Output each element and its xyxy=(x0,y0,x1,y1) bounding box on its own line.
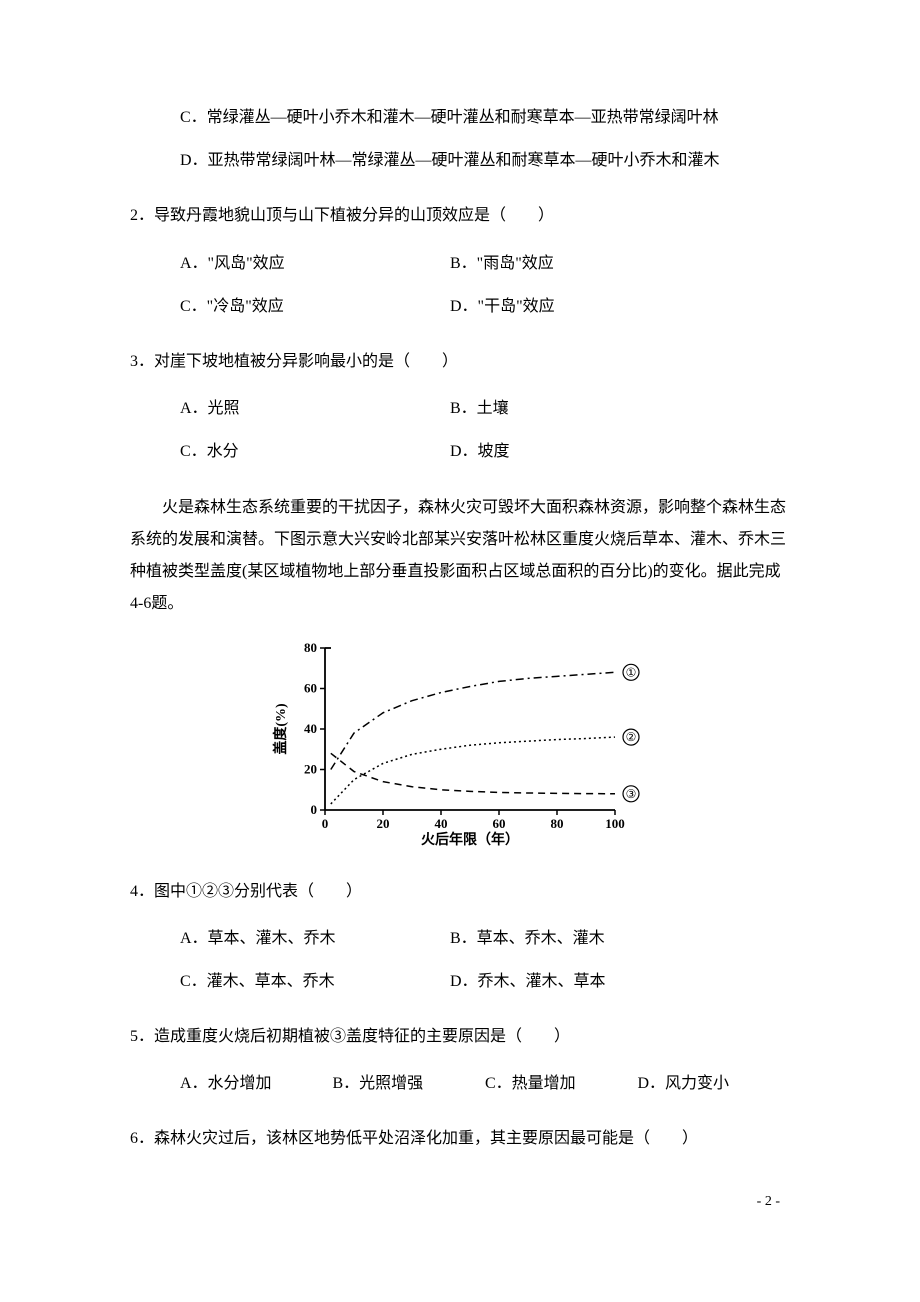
q2-option-c: C．"冷岛"效应 xyxy=(180,289,450,324)
q4-option-d: D．乔木、灌木、草本 xyxy=(450,964,606,999)
svg-text:80: 80 xyxy=(304,640,317,655)
svg-text:②: ② xyxy=(626,730,637,744)
question-5-stem: 5．造成重度火烧后初期植被③盖度特征的主要原因是（ ） xyxy=(130,1019,790,1054)
q2-option-d: D．"干岛"效应 xyxy=(450,289,555,324)
svg-text:40: 40 xyxy=(435,816,448,831)
continued-option-c: C．常绿灌丛—硬叶小乔木和灌木—硬叶灌丛和耐寒草本—亚热带常绿阔叶林 xyxy=(130,100,790,135)
question-3-options-row-1: A．光照 B．土壤 xyxy=(130,391,790,426)
q3-option-a: A．光照 xyxy=(180,391,450,426)
passage-text: 火是森林生态系统重要的干扰因子，森林火灾可毁坏大面积森林资源，影响整个森林生态系… xyxy=(130,492,790,620)
page-number: - 2 - xyxy=(130,1187,790,1218)
question-4-options-row-2: C．灌木、草本、乔木 D．乔木、灌木、草本 xyxy=(130,964,790,999)
coverage-chart: 0 20 40 60 80 100 0 20 40 60 80 盖度(%) 火后年限（年） ① ② ③ xyxy=(130,638,790,848)
q3-option-b: B．土壤 xyxy=(450,391,509,426)
svg-text:①: ① xyxy=(626,665,637,679)
svg-text:100: 100 xyxy=(605,816,625,831)
continued-option-d: D．亚热带常绿阔叶林—常绿灌丛—硬叶灌丛和耐寒草本—硬叶小乔木和灌木 xyxy=(130,143,790,178)
page-content: C．常绿灌丛—硬叶小乔木和灌木—硬叶灌丛和耐寒草本—亚热带常绿阔叶林 D．亚热带… xyxy=(0,0,920,1267)
svg-text:盖度(%): 盖度(%) xyxy=(272,703,289,755)
q4-option-a: A．草本、灌木、乔木 xyxy=(180,921,450,956)
question-3-stem: 3．对崖下坡地植被分异影响最小的是（ ） xyxy=(130,344,790,379)
svg-text:0: 0 xyxy=(322,816,329,831)
q5-option-b: B．光照增强 xyxy=(333,1066,486,1101)
question-4-stem: 4．图中①②③分别代表（ ） xyxy=(130,874,790,909)
question-2-options-row-1: A．"风岛"效应 B．"雨岛"效应 xyxy=(130,246,790,281)
svg-text:60: 60 xyxy=(493,816,506,831)
svg-text:60: 60 xyxy=(304,680,317,695)
svg-text:20: 20 xyxy=(377,816,390,831)
q3-option-d: D．坡度 xyxy=(450,434,510,469)
q2-option-a: A．"风岛"效应 xyxy=(180,246,450,281)
q5-option-d: D．风力变小 xyxy=(638,1066,791,1101)
svg-text:火后年限（年）: 火后年限（年） xyxy=(421,831,519,848)
q2-option-b: B．"雨岛"效应 xyxy=(450,246,554,281)
question-2-stem: 2．导致丹霞地貌山顶与山下植被分异的山顶效应是（ ） xyxy=(130,198,790,233)
q3-option-c: C．水分 xyxy=(180,434,450,469)
svg-text:40: 40 xyxy=(304,721,317,736)
svg-text:③: ③ xyxy=(626,786,637,800)
svg-text:0: 0 xyxy=(311,802,318,817)
question-3-options-row-2: C．水分 D．坡度 xyxy=(130,434,790,469)
question-6-stem: 6．森林火灾过后，该林区地势低平处沼泽化加重，其主要原因最可能是（ ） xyxy=(130,1121,790,1156)
q4-option-b: B．草本、乔木、灌木 xyxy=(450,921,605,956)
svg-text:80: 80 xyxy=(551,816,564,831)
q5-option-a: A．水分增加 xyxy=(180,1066,333,1101)
q4-option-c: C．灌木、草本、乔木 xyxy=(180,964,450,999)
question-5-options-row: A．水分增加 B．光照增强 C．热量增加 D．风力变小 xyxy=(130,1066,790,1101)
question-4-options-row-1: A．草本、灌木、乔木 B．草本、乔木、灌木 xyxy=(130,921,790,956)
svg-text:20: 20 xyxy=(304,761,317,776)
q5-option-c: C．热量增加 xyxy=(485,1066,638,1101)
question-2-options-row-2: C．"冷岛"效应 D．"干岛"效应 xyxy=(130,289,790,324)
